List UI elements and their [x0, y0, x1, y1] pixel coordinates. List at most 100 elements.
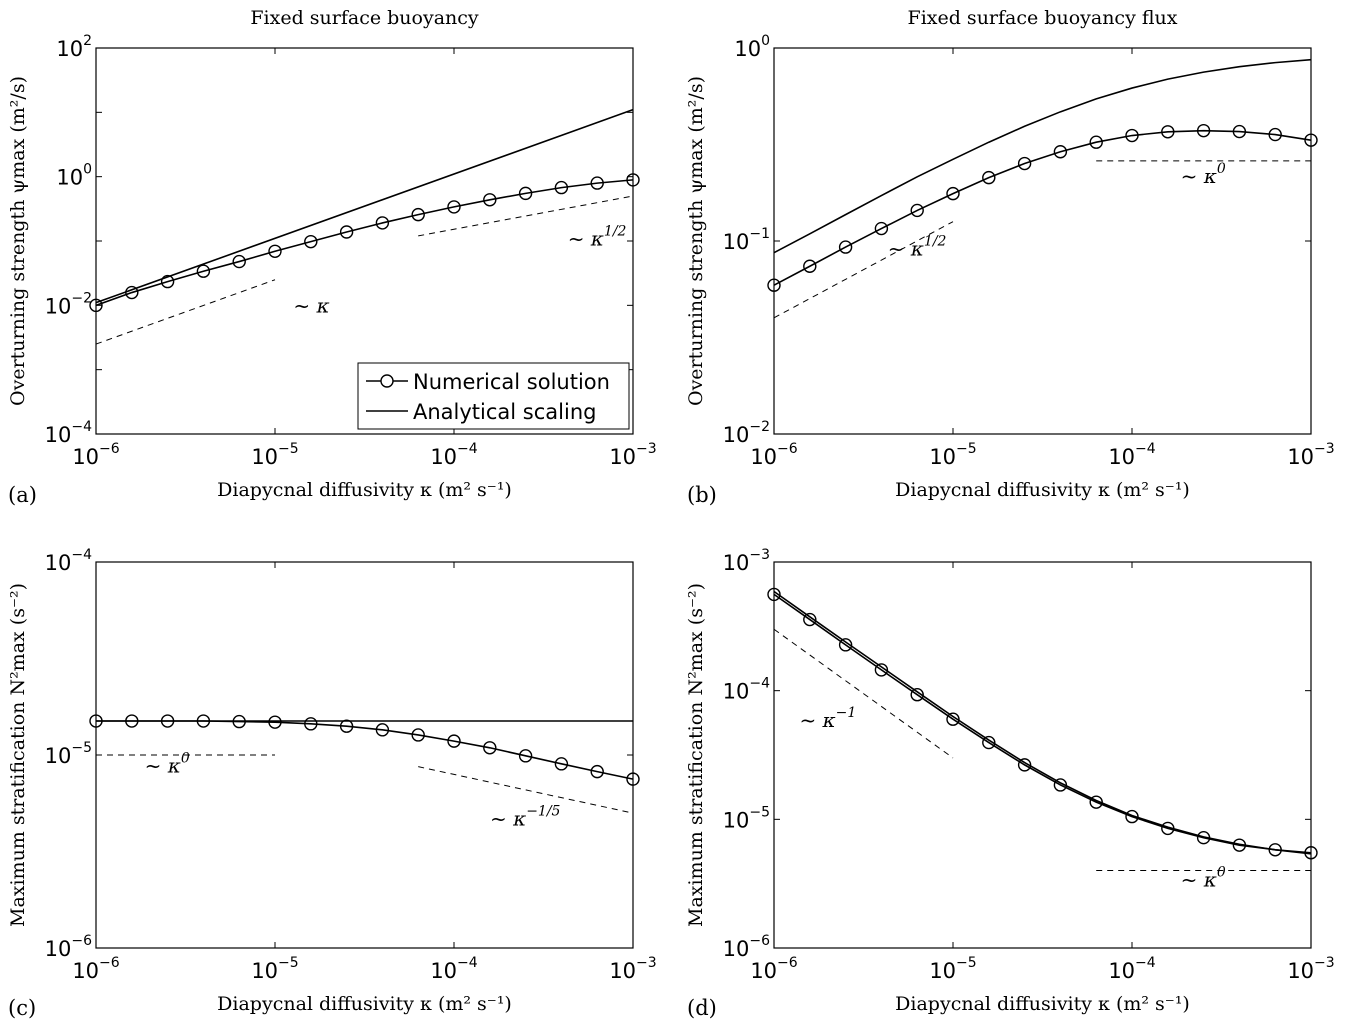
numerical-solution-marker [982, 735, 996, 750]
scaling-annotation: ~ κ0 [145, 751, 190, 778]
numerical-solution-marker [626, 173, 640, 187]
numerical-solution-line [95, 179, 634, 307]
axis-ticks [773, 47, 1312, 435]
x-tick-label: 10−6 [750, 955, 797, 983]
x-tick-label: 10−5 [929, 441, 976, 469]
numerical-solution-marker [982, 170, 996, 185]
x-axis-label: Diapycnal diffusivity κ (m² s⁻¹) [895, 479, 1190, 501]
numerical-solution-marker [304, 234, 318, 249]
panel-label: (c) [8, 996, 36, 1019]
panel-label: (d) [687, 996, 717, 1019]
numerical-solution-line [773, 129, 1312, 286]
y-tick-label: 10−4 [723, 676, 770, 704]
y-tick-label: 10−2 [45, 290, 92, 318]
y-tick-label: 10−6 [45, 933, 92, 961]
numerical-solution-marker [554, 180, 569, 195]
axis-ticks [773, 561, 1312, 949]
numerical-solution-marker [447, 734, 461, 748]
numerical-solution-marker [1161, 125, 1175, 139]
x-tick-label: 10−6 [72, 955, 119, 983]
numerical-solution-marker [268, 244, 282, 258]
numerical-solution-line [773, 593, 1312, 854]
scaling-annotation: ~ κ−1/5 [490, 804, 561, 831]
numerical-solution-marker [1268, 127, 1282, 142]
reference-slope-line [95, 279, 276, 345]
numerical-solution-marker [518, 186, 533, 201]
numerical-solution-marker [1304, 133, 1318, 147]
x-tick-label: 10−4 [430, 441, 477, 469]
x-tick-label: 10−5 [251, 441, 298, 469]
x-tick-label: 10−4 [430, 955, 477, 983]
numerical-solution-marker [1053, 145, 1068, 159]
numerical-solution-marker [447, 200, 461, 214]
numerical-solution-marker [518, 749, 533, 763]
x-tick-label: 10−3 [609, 955, 656, 983]
x-axis-label: Diapycnal diffusivity κ (m² s⁻¹) [895, 993, 1190, 1015]
y-axis-label: Overturning strength ψmax (m²/s) [7, 76, 29, 406]
numerical-solution-marker [1089, 135, 1103, 149]
numerical-solution-marker [1017, 758, 1032, 772]
scaling-annotation: ~ κ−1 [799, 705, 856, 732]
chart-panel-a: 10−6 10−5 10−4 10−3 10−4 10−2 100 102 Fixed surf… [7, 7, 657, 507]
x-tick-label: 10−4 [1108, 955, 1155, 983]
numerical-solution-marker [483, 193, 497, 207]
plot-frame [95, 47, 634, 435]
y-tick-label: 10−2 [723, 419, 770, 447]
numerical-solution-marker [1017, 156, 1032, 171]
y-axis-label: Overturning strength ψmax (m²/s) [685, 76, 707, 406]
y-tick-label: 10−5 [45, 740, 92, 768]
chart-title: Fixed surface buoyancy [250, 7, 479, 29]
numerical-solution-marker [339, 225, 354, 239]
scaling-annotation: ~ κ1/2 [568, 224, 627, 251]
x-tick-label: 10−5 [251, 955, 298, 983]
numerical-solution-marker [1089, 795, 1103, 809]
y-tick-label: 10−4 [45, 547, 92, 575]
numerical-solution-marker [874, 663, 889, 677]
chart-panel-c: 10−6 10−5 10−4 10−3 10−6 10−5 10−4 Diapycnal di… [7, 547, 657, 1019]
numerical-solution-marker [590, 764, 604, 779]
x-tick-label: 10−6 [750, 441, 797, 469]
numerical-solution-marker [946, 712, 960, 726]
panel-label: (a) [8, 483, 37, 507]
chart-panel-b: 10−6 10−5 10−4 10−3 10−2 10−1 100 Fixed surface… [685, 7, 1335, 507]
numerical-solution-marker [767, 587, 781, 602]
numerical-solution-marker [838, 638, 853, 652]
numerical-solution-marker [411, 728, 425, 742]
numerical-solution-marker [339, 719, 354, 733]
numerical-solution-marker [411, 207, 425, 222]
x-axis-label: Diapycnal diffusivity κ (m² s⁻¹) [217, 993, 512, 1015]
y-tick-label: 100 [734, 33, 770, 61]
numerical-solution-marker [910, 203, 924, 218]
numerical-solution-marker [590, 176, 604, 190]
numerical-solution-marker [483, 741, 497, 755]
numerical-solution-marker [304, 717, 318, 731]
x-tick-label: 10−3 [1287, 441, 1334, 469]
legend-label: Analytical scaling [413, 400, 596, 424]
y-tick-label: 10−5 [723, 804, 770, 832]
x-tick-label: 10−3 [609, 441, 656, 469]
chart-title: Fixed surface buoyancy flux [908, 7, 1178, 29]
scaling-annotation: ~ κ0 [1181, 865, 1226, 892]
y-axis-label: Maximum stratification N²max (s⁻²) [685, 583, 707, 927]
x-tick-label: 10−3 [1287, 955, 1334, 983]
chart-panel-d: 10−6 10−5 10−4 10−3 10−6 10−5 10−4 10−3 Diapycna… [685, 547, 1335, 1019]
plot-frame [773, 47, 1312, 435]
numerical-solution-marker [767, 278, 781, 292]
numerical-solution-marker [268, 715, 282, 729]
numerical-solution-marker [232, 254, 246, 269]
numerical-solution-marker [874, 221, 889, 236]
panel-label: (b) [687, 483, 717, 507]
numerical-solution-marker [1125, 809, 1139, 824]
legend-label: Numerical solution [413, 370, 610, 394]
numerical-solution-marker [375, 216, 390, 230]
numerical-solution-marker [89, 298, 103, 313]
x-tick-label: 10−4 [1108, 441, 1155, 469]
scaling-annotation: ~ κ0 [1181, 161, 1226, 188]
legend-numerical-marker [380, 374, 394, 388]
reference-slope-line [418, 766, 634, 814]
y-tick-label: 102 [56, 33, 92, 61]
scaling-annotation: ~ κ [293, 293, 329, 317]
legend-box [357, 362, 630, 430]
numerical-solution-marker [554, 757, 569, 771]
reference-slope-line [773, 221, 954, 319]
